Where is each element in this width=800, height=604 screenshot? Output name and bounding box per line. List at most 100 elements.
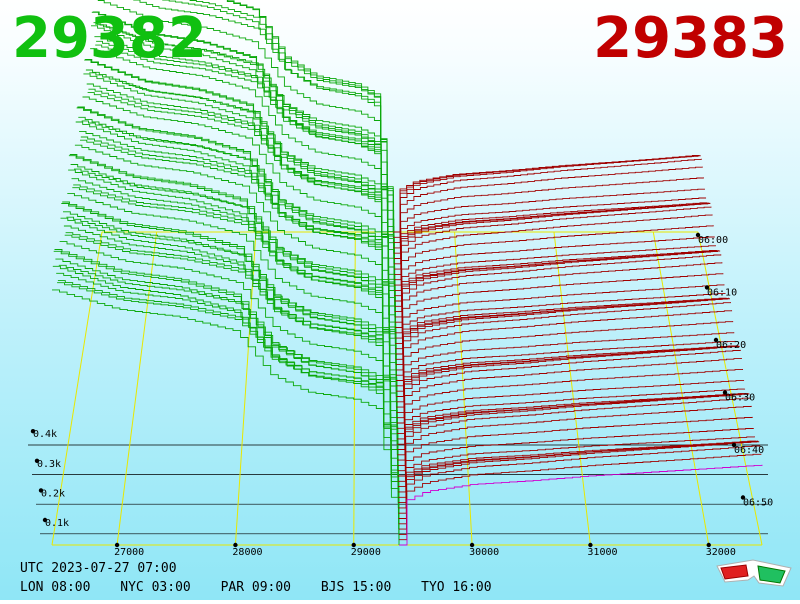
bid-depth-line — [86, 83, 396, 328]
ask-depth-line — [393, 158, 702, 249]
ask-depth-line — [393, 177, 704, 259]
price-tick-label: 27000 — [114, 547, 144, 558]
bid-depth-line — [52, 265, 400, 540]
ask-depth-line — [397, 393, 750, 482]
ask-depth-line — [394, 202, 710, 286]
bid-depth-line — [80, 139, 397, 370]
grid-price-line — [353, 231, 356, 546]
bid-depth-line — [97, 0, 395, 259]
bid-depth-line — [85, 69, 396, 333]
ask-depth-line — [395, 293, 726, 366]
green-lens-icon — [757, 565, 786, 584]
bid-depth-line — [57, 280, 399, 508]
ask-depth-line — [393, 188, 705, 265]
price-tick-mark — [233, 542, 238, 548]
city-clock-bjs: BJS 15:00 — [320, 580, 392, 595]
bid-depth-line — [68, 155, 398, 439]
bid-depth-line — [54, 249, 400, 530]
bid-depth-line — [59, 241, 399, 498]
ask-depth-line — [398, 405, 752, 493]
bid-depth-line — [91, 25, 395, 301]
bid-depth-line — [84, 59, 396, 344]
bid-depth-line — [73, 184, 397, 413]
time-tick-label: 06:30 — [725, 393, 755, 404]
ask-depth-line — [397, 393, 747, 466]
time-tick-label: 06:50 — [743, 498, 773, 509]
bid-depth-line — [226, 0, 394, 248]
bid-depth-line — [90, 48, 396, 307]
bid-depth-line — [63, 225, 399, 471]
grid-price-line — [454, 231, 473, 546]
bid-depth-line — [53, 250, 400, 535]
ask-depth-line — [394, 202, 708, 275]
time-tick-mark — [740, 495, 746, 500]
bid-depth-line — [79, 130, 397, 376]
ask-depth-line — [396, 298, 730, 387]
bid-depth-line — [64, 234, 398, 466]
bid-depth-line — [82, 96, 396, 354]
volume-tick-mark — [30, 429, 36, 434]
volume-tick-label: 0.2k — [41, 488, 65, 499]
time-tick-mark — [713, 337, 719, 343]
time-tick-mark — [704, 285, 710, 290]
price-tick-label: 29000 — [351, 547, 381, 558]
ask-depth-line — [398, 441, 760, 530]
volume-tick-label: 0.1k — [45, 518, 69, 529]
price-tick-mark — [469, 542, 475, 548]
ask-depth-line — [394, 225, 714, 307]
bid-depth-line — [80, 136, 397, 365]
bid-depth-line — [65, 232, 398, 461]
bid-depth-line — [76, 107, 397, 392]
ask-depth-line — [398, 441, 758, 519]
time-tick-label: 06:20 — [716, 340, 746, 351]
price-tick-label: 32000 — [706, 547, 736, 558]
price-tick-mark — [706, 542, 711, 548]
ask-depth-line — [396, 302, 731, 392]
ask-depth-line — [397, 358, 742, 445]
axis-labels: 27000 28000 29000 30000 31000 32000 0.1k 0.2k 0.… — [30, 232, 773, 558]
volume-tick-mark — [38, 488, 44, 493]
bid-depth-line — [189, 0, 394, 238]
ask-depth-line — [399, 464, 763, 546]
ask-depth-line — [394, 245, 716, 318]
ask-depth-line — [398, 416, 753, 498]
time-tick-mark — [731, 442, 737, 448]
bid-depth-line — [71, 178, 398, 423]
ask-depth-line — [396, 345, 737, 419]
city-clock-tyo: TYO 16:00 — [421, 580, 492, 595]
volume-tick-mark — [34, 458, 40, 463]
bid-depth-line — [56, 272, 399, 519]
grid-price-line — [116, 231, 158, 546]
city-clocks: LON 08:00 NYC 03:00 PAR 09:00 BJS 15:00 … — [20, 578, 514, 597]
ask-depth-line — [394, 214, 713, 302]
volume-tick-mark — [42, 517, 48, 523]
bid-depth-line — [94, 36, 395, 280]
bid-depth-line — [58, 264, 399, 503]
ask-depth-line — [395, 250, 721, 339]
ask-depth-line — [397, 393, 749, 477]
bid-depth-line — [62, 201, 399, 482]
ask-depth-line — [398, 397, 751, 488]
ask-depth-line — [397, 369, 743, 450]
price-tick-mark — [588, 542, 593, 548]
bid-depth-line — [63, 211, 399, 476]
ask-depth-line — [399, 453, 762, 541]
bid-depth-line — [66, 216, 398, 455]
ask-depth-line — [396, 340, 736, 413]
3d-glasses-icon[interactable] — [713, 556, 793, 594]
time-tick-mark — [722, 390, 728, 395]
bid-depth-line — [91, 11, 395, 296]
ask-depth-line — [398, 445, 761, 535]
ask-depth-line — [395, 254, 722, 344]
ask-depth-line — [397, 380, 745, 456]
bid-depth-line — [70, 164, 398, 429]
time-tick-mark — [695, 232, 701, 238]
time-tick-label: 06:40 — [734, 445, 764, 456]
price-tick-label: 28000 — [232, 547, 262, 558]
volume-tick-label: 0.4k — [33, 429, 57, 440]
ask-depth-line — [395, 250, 720, 334]
bid-depth-line — [61, 203, 399, 487]
bid-depth-line — [72, 187, 398, 418]
